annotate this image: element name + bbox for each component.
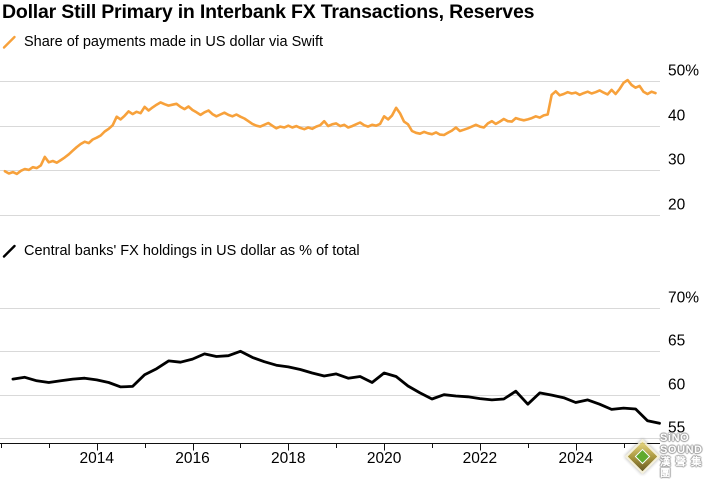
y-axis-label-swift-usd-share-30: 30 (668, 152, 686, 169)
watermark-diamond-icon (624, 438, 661, 474)
legend-cofer: Central banks' FX holdings in US dollar … (2, 243, 360, 259)
cofer-legend-slash-icon (2, 244, 16, 258)
watermark-brand-cn: 漢聲集團 (660, 455, 707, 479)
y-axis-label-swift-usd-share-20: 20 (668, 197, 686, 214)
watermark: SiNO SOUND 漢聲集團 (624, 432, 715, 479)
y-axis-label-usd-reserve-share-70: 70% (668, 290, 699, 307)
swift-usd-share-line (3, 78, 657, 176)
swift-legend-slash-icon (2, 35, 16, 49)
legend-cofer-label: Central banks' FX holdings in US dollar … (24, 243, 360, 259)
y-axis-label-swift-usd-share-40: 40 (668, 108, 686, 125)
watermark-text: SiNO SOUND 漢聲集團 (660, 432, 715, 479)
x-axis-year-label-2016: 2016 (175, 450, 209, 467)
y-axis-label-usd-reserve-share-60: 60 (668, 377, 686, 394)
y-axis-label-usd-reserve-share-65: 65 (668, 333, 685, 350)
usd-reserve-share-line (11, 349, 661, 425)
x-axis-year-label-2020: 2020 (367, 450, 402, 467)
watermark-brand: SiNO SOUND (660, 432, 703, 456)
x-axis-year-label-2022: 2022 (463, 450, 497, 467)
page-title: Dollar Still Primary in Interbank FX Tra… (2, 1, 535, 23)
legend-swift-label: Share of payments made in US dollar via … (24, 34, 323, 50)
x-axis-year-label-2024: 2024 (558, 450, 593, 467)
y-axis-label-swift-usd-share-50: 50% (668, 63, 699, 80)
legend-swift: Share of payments made in US dollar via … (2, 34, 323, 50)
x-axis-year-label-2014: 2014 (79, 450, 114, 467)
x-axis-year-label-2018: 2018 (271, 450, 305, 467)
y-axis-label-usd-reserve-share-55: 55 (668, 420, 685, 437)
